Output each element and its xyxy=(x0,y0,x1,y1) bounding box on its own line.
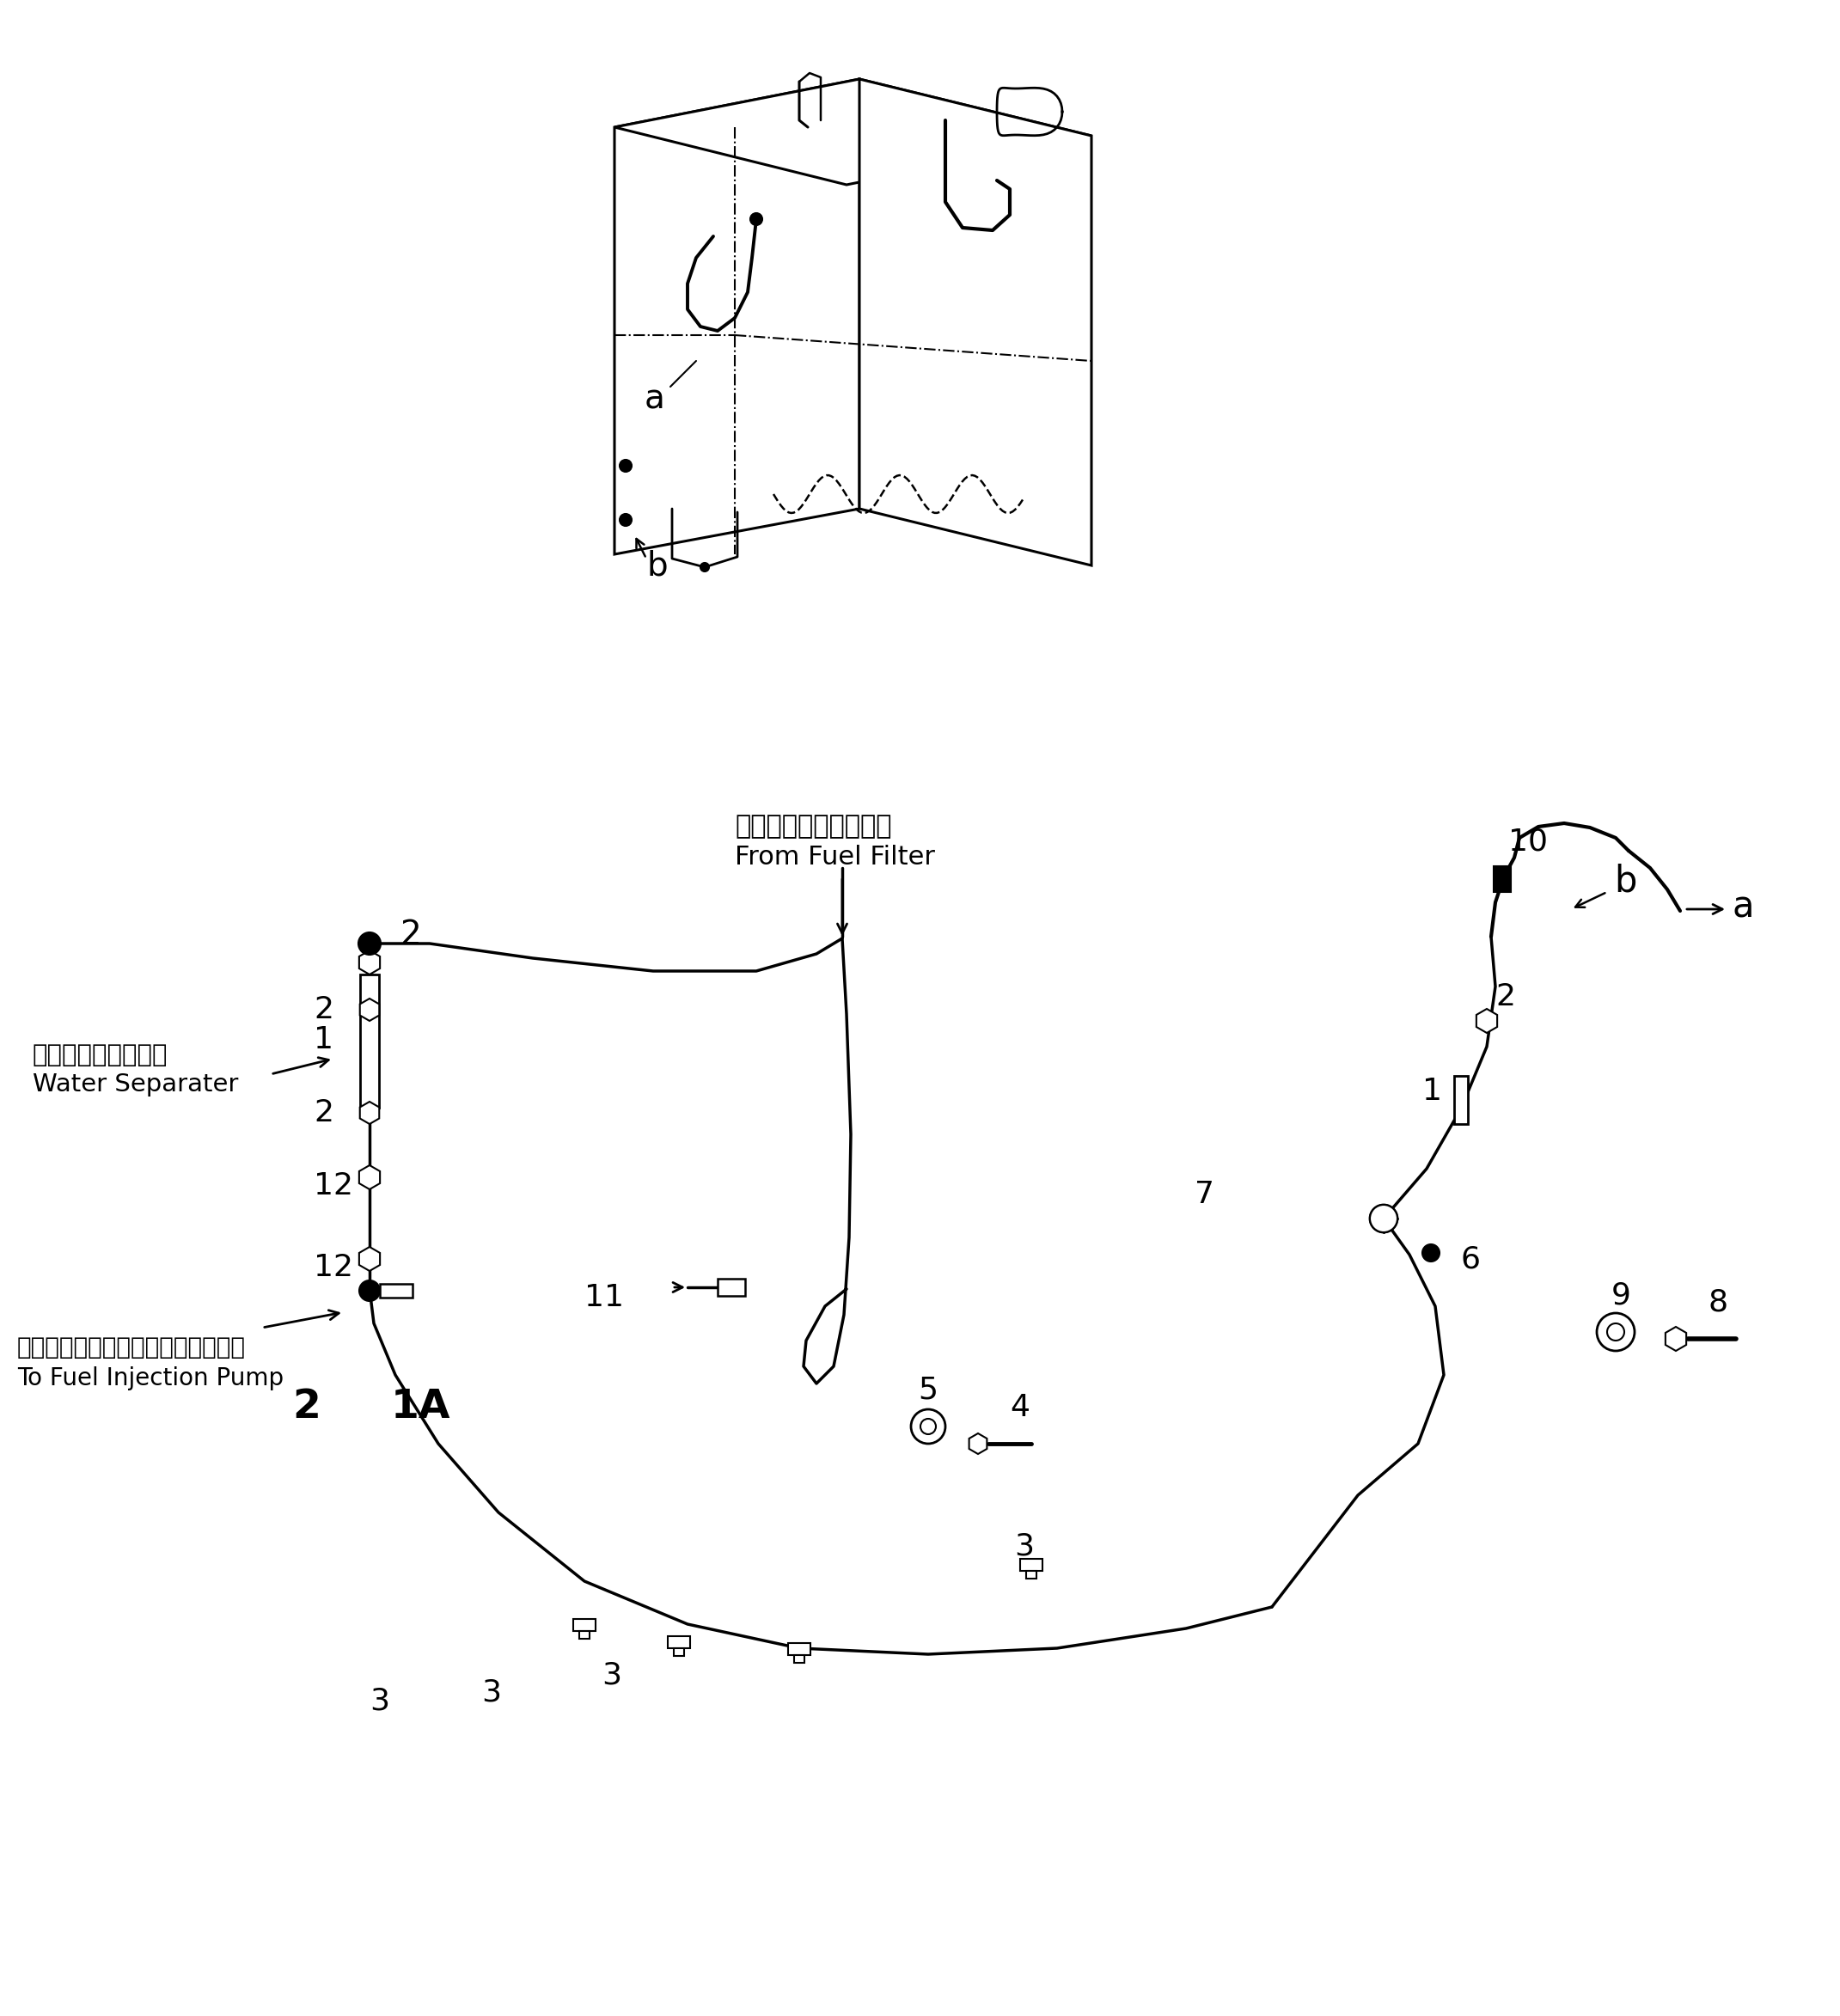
Text: b: b xyxy=(646,548,668,583)
Text: From Fuel Filter: From Fuel Filter xyxy=(734,845,935,871)
Text: a: a xyxy=(644,383,664,415)
Text: 11: 11 xyxy=(585,1282,624,1312)
Bar xyxy=(1494,867,1511,891)
Circle shape xyxy=(620,460,631,472)
Text: 2: 2 xyxy=(313,1099,333,1127)
Text: b: b xyxy=(1614,863,1636,899)
Text: 2: 2 xyxy=(293,1389,320,1427)
Polygon shape xyxy=(1476,1008,1498,1032)
Text: 4: 4 xyxy=(1010,1393,1030,1421)
Bar xyxy=(361,974,379,1107)
Text: 8: 8 xyxy=(1709,1288,1728,1316)
Circle shape xyxy=(1422,1244,1439,1262)
Circle shape xyxy=(1597,1312,1634,1351)
Circle shape xyxy=(620,514,631,526)
Text: 3: 3 xyxy=(370,1687,390,1716)
Circle shape xyxy=(1371,1206,1397,1232)
Bar xyxy=(668,1637,690,1649)
Text: a: a xyxy=(1731,889,1754,925)
Bar xyxy=(1019,1558,1043,1570)
Bar xyxy=(718,1278,745,1296)
Text: 5: 5 xyxy=(918,1375,938,1405)
Circle shape xyxy=(359,931,381,956)
Text: 3: 3 xyxy=(1014,1532,1034,1562)
Polygon shape xyxy=(970,1433,986,1454)
Text: 1: 1 xyxy=(313,1026,333,1054)
Text: 12: 12 xyxy=(313,1171,353,1200)
Polygon shape xyxy=(359,1165,381,1189)
Text: 1: 1 xyxy=(1422,1077,1443,1107)
Text: 2: 2 xyxy=(399,919,421,952)
Text: 2: 2 xyxy=(313,996,333,1024)
Circle shape xyxy=(920,1419,937,1433)
Polygon shape xyxy=(615,79,1091,185)
Text: 7: 7 xyxy=(1194,1179,1214,1210)
Polygon shape xyxy=(361,998,379,1020)
Polygon shape xyxy=(615,79,859,554)
Text: 1A: 1A xyxy=(392,1389,451,1427)
Text: ウオータセパレータ: ウオータセパレータ xyxy=(33,1042,167,1066)
Bar xyxy=(580,1631,589,1639)
Text: Water Separater: Water Separater xyxy=(33,1073,239,1097)
Polygon shape xyxy=(359,1246,381,1270)
Bar xyxy=(379,1284,412,1298)
Circle shape xyxy=(1371,1206,1397,1232)
Text: 3: 3 xyxy=(482,1677,500,1708)
Bar xyxy=(1027,1570,1036,1579)
Bar xyxy=(1454,1077,1468,1125)
Text: フェエルインジェクションポンプへ: フェエルインジェクションポンプへ xyxy=(17,1335,247,1359)
Polygon shape xyxy=(1665,1327,1685,1351)
Polygon shape xyxy=(859,79,1091,564)
Text: 9: 9 xyxy=(1612,1282,1630,1310)
Text: To Fuel Injection Pump: To Fuel Injection Pump xyxy=(17,1367,283,1391)
Text: 10: 10 xyxy=(1509,827,1547,857)
Text: 2: 2 xyxy=(1496,982,1514,1012)
Bar xyxy=(795,1655,804,1663)
Circle shape xyxy=(911,1409,946,1443)
Text: フェエルフィルタより: フェエルフィルタより xyxy=(734,814,892,839)
Circle shape xyxy=(701,562,708,571)
Text: 12: 12 xyxy=(313,1252,353,1282)
Bar xyxy=(673,1649,684,1655)
Circle shape xyxy=(359,1280,379,1300)
Polygon shape xyxy=(361,1101,379,1125)
Circle shape xyxy=(751,214,762,226)
Text: 3: 3 xyxy=(602,1661,622,1689)
Polygon shape xyxy=(359,950,381,974)
Text: 6: 6 xyxy=(1461,1244,1481,1274)
Bar xyxy=(574,1619,596,1631)
Circle shape xyxy=(1606,1322,1625,1341)
Bar xyxy=(788,1643,810,1655)
